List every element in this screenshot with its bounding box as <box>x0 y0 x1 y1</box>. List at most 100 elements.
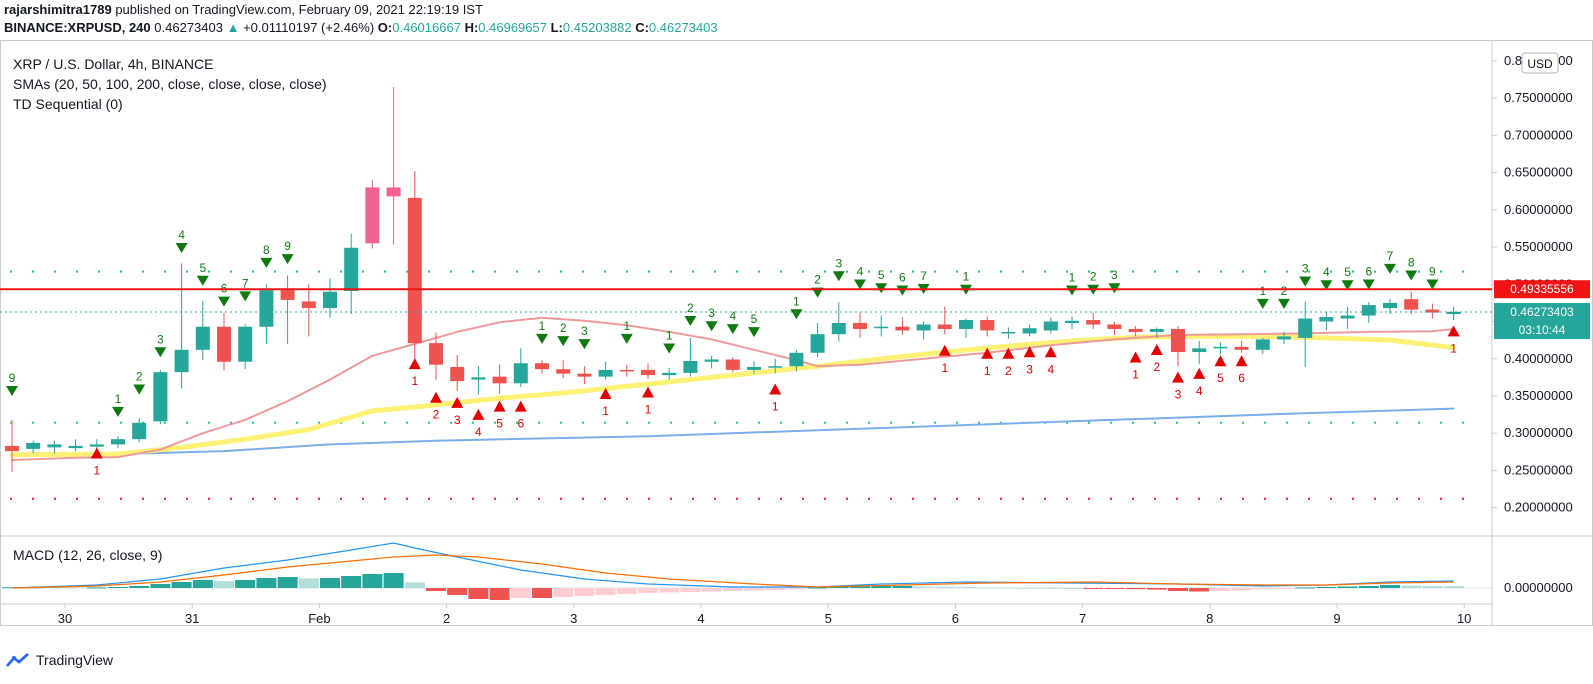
candle-body <box>68 445 83 449</box>
candle <box>598 361 613 380</box>
legend-title[interactable]: XRP / U.S. Dollar, 4h, BINANCE <box>13 56 213 72</box>
candle <box>959 318 973 338</box>
candle-body <box>1425 309 1440 313</box>
td-buy-count: 4 <box>178 228 185 242</box>
macd-histogram-bar <box>1062 588 1082 589</box>
td-sell-count: 1 <box>772 399 779 413</box>
legend-sma[interactable]: SMAs (20, 50, 100, 200, close, close, cl… <box>13 76 327 92</box>
td-buy-count: 8 <box>263 243 270 257</box>
td-sell-count: 6 <box>517 417 524 431</box>
macd-histogram-bar <box>850 586 870 588</box>
td-down-triangle-icon <box>684 315 697 326</box>
macd-histogram-bar <box>277 577 298 588</box>
candle-body <box>365 187 380 244</box>
macd-histogram-bar <box>701 588 722 592</box>
candle <box>68 439 83 452</box>
open-value: 0.46016667 <box>392 20 461 35</box>
td-sell-count: 1 <box>1132 367 1139 381</box>
candle <box>1128 325 1143 337</box>
macd-histogram-bar <box>404 582 425 588</box>
td-sell-count: 1 <box>93 464 100 478</box>
td-down-triangle-icon <box>875 283 888 294</box>
candle-body <box>1192 348 1207 353</box>
last-price-label: 0.46273403 <box>1510 305 1574 319</box>
td-buy-count: 2 <box>1090 270 1097 284</box>
candle-body <box>1149 328 1164 332</box>
td-down-triangle-icon <box>1320 280 1333 291</box>
candle <box>238 324 253 370</box>
td-down-triangle-icon <box>175 242 188 253</box>
candle-body <box>959 320 973 329</box>
candle <box>492 364 507 394</box>
td-buy-count: 3 <box>835 256 842 270</box>
td-down-triangle-icon <box>133 384 146 395</box>
td-buy-count: 6 <box>1365 264 1372 278</box>
resistance-price-box <box>1494 280 1590 299</box>
candle-body <box>1255 339 1270 350</box>
candle-body <box>725 359 740 370</box>
candle-body <box>1446 311 1461 315</box>
td-sell-count: 4 <box>475 425 482 439</box>
candle-body <box>513 363 528 384</box>
td-sell-count: 1 <box>602 404 609 418</box>
macd-histogram-bar <box>638 588 658 593</box>
time-tick-label: 9 <box>1333 611 1340 626</box>
td-buy-count: 5 <box>751 312 758 326</box>
candle-body <box>47 444 62 448</box>
macd-histogram-bar <box>1168 588 1188 591</box>
macd-histogram-bar <box>468 588 489 599</box>
macd-histogram-bar <box>786 588 807 589</box>
td-buy-count: 4 <box>729 309 736 323</box>
publisher-user[interactable]: rajarshimitra1789 <box>4 2 112 17</box>
price-tick-label: 0.30000000 <box>1504 425 1573 440</box>
candle <box>577 366 592 385</box>
macd-histogram-bar <box>871 586 892 588</box>
candle <box>1340 306 1355 329</box>
candle-body <box>895 326 910 331</box>
td-buy-count: 3 <box>708 306 715 320</box>
td-up-triangle-icon <box>430 391 442 403</box>
legend-td[interactable]: TD Sequential (0) <box>13 96 123 112</box>
high-label: H: <box>464 20 479 35</box>
td-up-triangle-icon <box>1172 371 1184 383</box>
macd-histogram-bar <box>510 588 531 598</box>
candle <box>1361 302 1376 324</box>
td-down-triangle-icon <box>1341 280 1354 291</box>
tradingview-logo-icon <box>6 653 29 667</box>
candle <box>1234 340 1249 353</box>
time-axis[interactable]: 30 31 Feb 2 3 4 5 6 7 8 9 10 <box>58 604 1472 626</box>
candle <box>111 436 125 449</box>
time-tick-label: 3 <box>570 611 577 626</box>
symbol-interval[interactable]: BINANCE:XRPUSD, 240 <box>4 20 151 35</box>
td-up-triangle-icon <box>938 344 951 356</box>
candle-body <box>683 360 698 373</box>
price-change: +0.01110197 (+2.46%) <box>243 20 375 35</box>
currency-button[interactable] <box>1521 52 1559 74</box>
macd-histogram-bar <box>235 580 256 588</box>
macd-histogram-bar <box>744 588 764 591</box>
footer-brand[interactable]: TradingView <box>36 652 114 668</box>
legend-macd[interactable]: MACD (12, 26, close, 9) <box>13 547 162 563</box>
candle-body <box>301 301 316 309</box>
macd-histogram-bar <box>807 587 828 589</box>
chart-area[interactable]: 0.800000000.750000000.700000000.65000000… <box>0 40 1593 626</box>
candle-body <box>1298 318 1313 338</box>
macd-histogram-bar <box>956 587 976 588</box>
macd-histogram-bar <box>553 588 574 597</box>
time-tick-label: 10 <box>1457 611 1471 626</box>
candle <box>217 312 231 371</box>
price-tick-label: 0.60000000 <box>1504 202 1573 217</box>
candle <box>853 312 867 338</box>
macd-histogram-bar <box>1019 587 1040 589</box>
currency-button-group[interactable]: USD <box>1521 52 1559 74</box>
candle <box>1255 337 1270 355</box>
price-tick-label: 0.70000000 <box>1504 127 1573 142</box>
candle <box>1043 317 1058 334</box>
candle-body <box>937 324 952 329</box>
candle-body <box>407 197 422 344</box>
td-sell-count: 2 <box>1153 360 1160 374</box>
macd-histogram-bar <box>489 588 510 600</box>
time-tick-label: 7 <box>1079 611 1086 626</box>
candle-body <box>916 324 931 331</box>
td-down-triangle-icon <box>239 291 252 302</box>
